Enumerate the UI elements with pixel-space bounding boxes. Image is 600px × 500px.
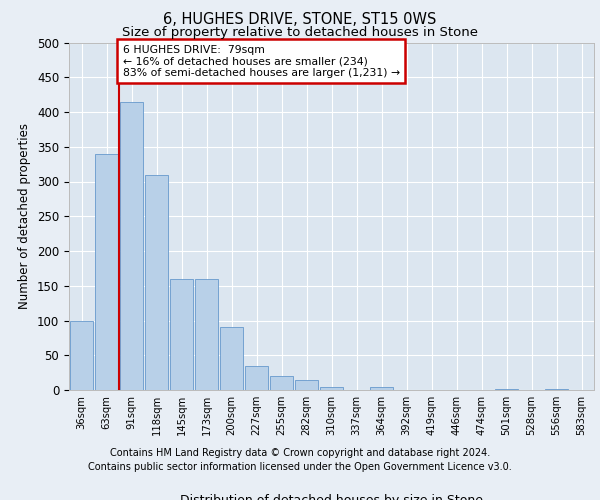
Bar — [170, 279, 193, 390]
Bar — [95, 154, 118, 390]
Text: 6 HUGHES DRIVE:  79sqm
← 16% of detached houses are smaller (234)
83% of semi-de: 6 HUGHES DRIVE: 79sqm ← 16% of detached … — [123, 44, 400, 78]
Text: Contains public sector information licensed under the Open Government Licence v3: Contains public sector information licen… — [88, 462, 512, 472]
Bar — [245, 366, 268, 390]
Y-axis label: Number of detached properties: Number of detached properties — [19, 123, 31, 309]
Bar — [370, 386, 394, 390]
Bar — [545, 388, 568, 390]
Bar — [320, 386, 343, 390]
Bar — [295, 380, 319, 390]
Bar — [194, 279, 218, 390]
Bar — [220, 328, 244, 390]
Bar — [119, 102, 143, 390]
Text: 6, HUGHES DRIVE, STONE, ST15 0WS: 6, HUGHES DRIVE, STONE, ST15 0WS — [163, 12, 437, 28]
Bar — [269, 376, 293, 390]
Bar — [70, 320, 94, 390]
Text: Size of property relative to detached houses in Stone: Size of property relative to detached ho… — [122, 26, 478, 39]
X-axis label: Distribution of detached houses by size in Stone: Distribution of detached houses by size … — [180, 494, 483, 500]
Bar — [494, 388, 518, 390]
Text: Contains HM Land Registry data © Crown copyright and database right 2024.: Contains HM Land Registry data © Crown c… — [110, 448, 490, 458]
Bar — [145, 174, 169, 390]
